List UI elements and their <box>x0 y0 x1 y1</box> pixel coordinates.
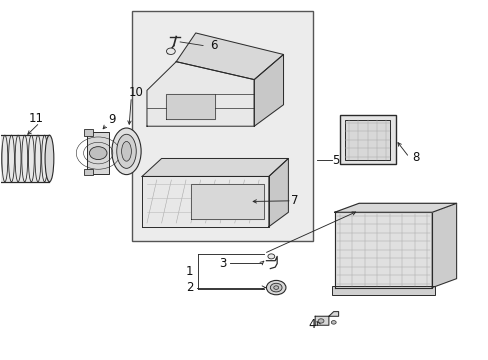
Circle shape <box>267 254 274 259</box>
Polygon shape <box>254 54 283 126</box>
Circle shape <box>166 48 175 54</box>
Circle shape <box>318 319 324 323</box>
Ellipse shape <box>45 135 54 182</box>
Polygon shape <box>334 203 456 212</box>
Circle shape <box>330 320 335 324</box>
Text: 3: 3 <box>219 257 226 270</box>
Bar <box>339 116 395 164</box>
Polygon shape <box>176 33 283 80</box>
Polygon shape <box>142 158 288 176</box>
Bar <box>87 132 109 174</box>
Polygon shape <box>142 176 268 226</box>
Polygon shape <box>0 135 49 182</box>
Text: 2: 2 <box>186 281 193 294</box>
Circle shape <box>89 147 107 159</box>
Text: 4: 4 <box>307 318 315 331</box>
Polygon shape <box>147 62 254 126</box>
Text: 1: 1 <box>186 265 193 278</box>
Polygon shape <box>268 158 288 226</box>
Polygon shape <box>315 312 338 325</box>
Bar <box>83 130 93 136</box>
Text: 8: 8 <box>412 151 419 164</box>
Bar <box>83 169 93 175</box>
Text: 9: 9 <box>108 113 115 126</box>
Ellipse shape <box>117 134 136 168</box>
Text: 6: 6 <box>210 39 218 52</box>
Circle shape <box>273 286 278 289</box>
Ellipse shape <box>112 128 141 175</box>
Bar <box>132 12 312 241</box>
Polygon shape <box>190 184 264 220</box>
Polygon shape <box>334 212 431 288</box>
Circle shape <box>270 283 282 292</box>
Bar <box>331 286 434 295</box>
Circle shape <box>266 280 285 295</box>
Text: 7: 7 <box>291 194 298 207</box>
Bar <box>345 120 389 159</box>
Polygon shape <box>431 203 456 288</box>
Text: 11: 11 <box>28 112 43 125</box>
Ellipse shape <box>122 141 131 161</box>
Polygon shape <box>166 94 215 119</box>
Text: 5: 5 <box>332 154 339 167</box>
Text: 10: 10 <box>128 86 143 99</box>
